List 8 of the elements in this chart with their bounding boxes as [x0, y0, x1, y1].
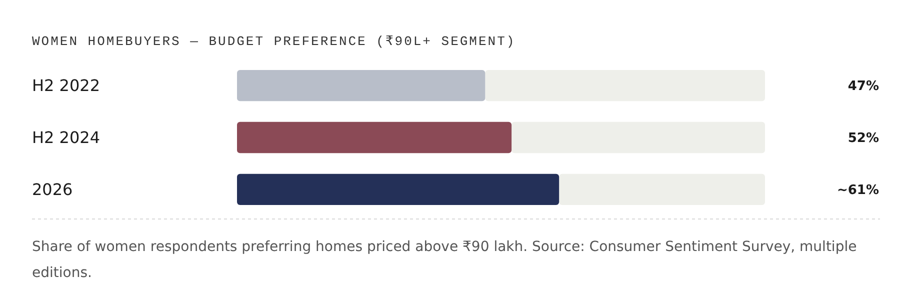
chart-title: WOMEN HOMEBUYERS — BUDGET PREFERENCE (₹90L+ SEGMENT)	[32, 34, 516, 49]
data-label: 52%	[848, 131, 879, 146]
data-label: ~61%	[836, 182, 879, 198]
y-tick-label: H2 2022	[32, 76, 100, 96]
y-tick-label: H2 2024	[32, 128, 100, 148]
text: Share of women respondents preferring homes priced above ₹90 lakh. Source: Consumer Sentiment Survey, multiple editions.	[32, 239, 857, 281]
data-label: 47%	[848, 79, 879, 94]
y-tick-label: 2026	[32, 180, 73, 200]
